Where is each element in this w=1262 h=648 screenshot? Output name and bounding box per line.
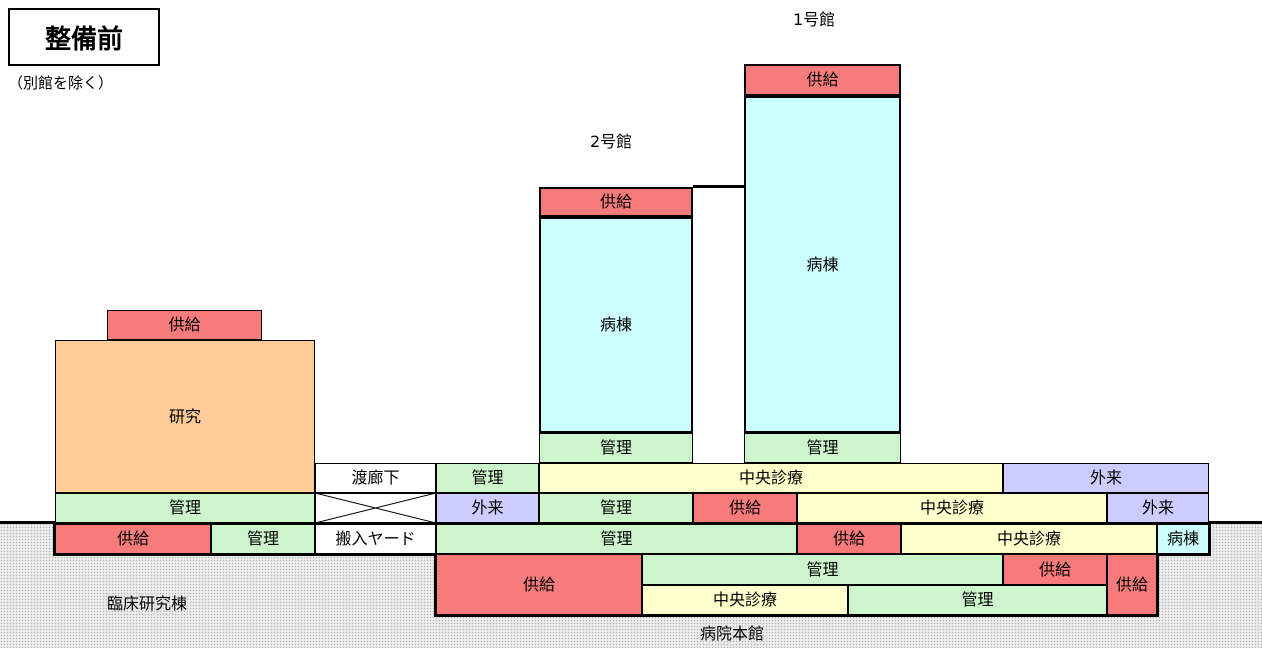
main-basement-right-upper-edge <box>1208 522 1211 556</box>
main-b2-supply-corner: 供給 <box>1107 554 1157 615</box>
main-b2-admin: 管理 <box>642 554 1003 585</box>
b1-supply: 供給 <box>744 64 901 96</box>
main-f1-outpatient: 外来 <box>436 493 539 523</box>
main-b1-admin: 管理 <box>436 524 797 554</box>
cr-research: 研究 <box>55 340 315 493</box>
main-f2-central: 中央診療 <box>539 463 1003 493</box>
main-b1-ward: 病棟 <box>1157 524 1209 554</box>
main-basement-left-edge <box>434 553 437 617</box>
building2-name: 2号館 <box>590 132 633 151</box>
tower-connector <box>693 185 745 188</box>
b1-admin: 管理 <box>744 433 901 463</box>
main-building-name: 病院本館 <box>700 624 765 643</box>
main-f2-admin: 管理 <box>436 463 539 493</box>
main-basement-top-edge <box>313 522 1211 525</box>
cr-admin: 管理 <box>55 493 315 523</box>
main-basement-bottom-edge <box>434 614 1159 617</box>
loading-yard: 搬入ヤード <box>315 524 436 554</box>
main-b3-admin: 管理 <box>848 585 1107 615</box>
page-title: 整備前 <box>8 8 160 66</box>
b1-ward: 病棟 <box>744 96 901 433</box>
main-f2-outpatient: 外来 <box>1003 463 1209 493</box>
cr-supply-top: 供給 <box>107 310 262 340</box>
yard-bottom-edge <box>313 553 437 556</box>
main-b2-supply: 供給 <box>436 554 642 615</box>
cr-b-admin: 管理 <box>211 524 315 554</box>
cr-b-supply: 供給 <box>55 524 211 554</box>
main-b3-central: 中央診療 <box>642 585 848 615</box>
main-b2-supply-east: 供給 <box>1003 554 1107 585</box>
main-f1-admin: 管理 <box>539 493 693 523</box>
corridor-void-cross <box>315 493 436 523</box>
b2-ward: 病棟 <box>539 217 693 433</box>
main-f1-central: 中央診療 <box>797 493 1107 523</box>
b2-admin: 管理 <box>539 433 693 463</box>
main-basement-right-lower-edge <box>1156 553 1159 617</box>
page-subtitle: （別館を除く） <box>8 74 114 92</box>
building1-name: 1号館 <box>793 10 836 29</box>
main-basement-step-edge <box>1156 553 1211 556</box>
corridor: 渡廊下 <box>315 463 436 493</box>
main-f1-supply: 供給 <box>693 493 797 523</box>
main-b1-central: 中央診療 <box>901 524 1157 554</box>
main-b1-supply: 供給 <box>797 524 901 554</box>
clinical-research-name: 臨床研究棟 <box>107 594 188 613</box>
main-f1-outpatient-east: 外来 <box>1107 493 1209 523</box>
b2-supply: 供給 <box>539 187 693 217</box>
